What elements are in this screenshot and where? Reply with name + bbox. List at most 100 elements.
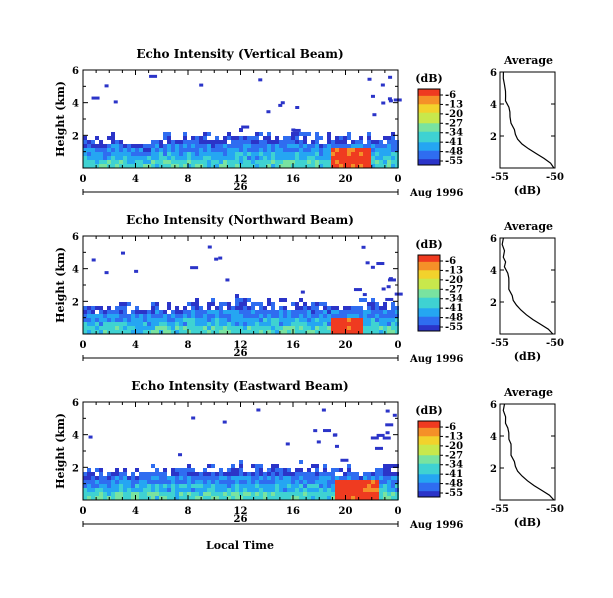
echo-cell [251,326,255,330]
echo-cell [283,140,287,144]
echo-cell [151,160,155,164]
echo-cell [187,310,191,314]
echo-cell [191,330,195,334]
echo-cell [283,496,287,500]
colorbar-segment [418,435,440,439]
echo-cell [115,476,119,480]
echo-cell [135,326,139,330]
y-tick-label: 4 [72,99,79,110]
echo-speck [385,297,394,301]
echo-cell [391,322,395,326]
echo-cell [303,306,307,310]
echo-cell [251,318,255,322]
colorbar-segment [418,280,440,283]
echo-cell [283,298,287,302]
y-tick-label: 4 [72,431,79,442]
echo-cell [295,302,299,306]
colorbar-segment [418,437,440,441]
echo-cell [219,472,223,476]
echo-cell [323,464,327,468]
echo-cell [179,472,183,476]
echo-cell [131,326,135,330]
echo-cell [267,298,271,302]
echo-cell [159,480,163,484]
echo-cell [247,160,251,164]
echo-cell [267,326,271,330]
echo-cell [123,148,127,152]
echo-cell [395,144,399,148]
echo-cell [203,152,207,156]
echo-cell [151,326,155,330]
echo-cell [295,476,299,480]
echo-cell [343,160,347,164]
echo-cell [375,164,379,168]
echo-cell [379,496,383,500]
x-tick-label: 16 [286,506,300,517]
echo-cell [351,488,355,492]
echo-cell [199,472,203,476]
echo-cell [291,492,295,496]
echo-cell [111,148,115,152]
echo-cell [183,326,187,330]
echo-cell [355,318,359,322]
echo-cell [243,472,247,476]
echo-cell [319,326,323,330]
echo-cell [87,330,91,334]
echo-cell [343,136,347,140]
colorbar-segment [418,135,440,139]
echo-cell [263,326,267,330]
echo-cell [363,492,367,496]
echo-cell [299,488,303,492]
echo-cell [255,302,259,306]
echo-cell [135,322,139,326]
echo-cell [287,152,291,156]
echo-cell [307,488,311,492]
echo-cell [127,314,131,318]
echo-cell [251,156,255,160]
echo-cell [371,322,375,326]
echo-speck [178,453,183,457]
echo-cell [87,472,91,476]
echo-cell [207,132,211,136]
echo-cell [127,492,131,496]
echo-cell [343,472,347,476]
echo-cell [355,484,359,488]
echo-cell [391,326,395,330]
echo-cell [155,330,159,334]
echo-cell [155,140,159,144]
echo-cell [367,326,371,330]
echo-cell [391,306,395,310]
echo-cell [171,322,175,326]
echo-cell [227,132,231,136]
echo-cell [323,472,327,476]
echo-cell [335,144,339,148]
echo-cell [391,156,395,160]
echo-cell [295,488,299,492]
echo-cell [331,480,335,484]
echo-cell [363,152,367,156]
echo-cell [207,302,211,306]
echo-speck [380,83,385,87]
echo-cell [99,314,103,318]
echo-cell [355,488,359,492]
echo-cell [87,322,91,326]
panel-title: Echo Intensity (Eastward Beam) [131,379,348,393]
echo-cell [315,488,319,492]
echo-cell [347,480,351,484]
echo-cell [319,318,323,322]
colorbar-tick-label: -48 [445,313,463,324]
echo-cell [379,310,383,314]
echo-cell [203,468,207,472]
echo-cell [295,496,299,500]
echo-cell [347,306,351,310]
echo-speck [332,433,337,437]
echo-speck [278,103,283,107]
echo-cell [355,152,359,156]
echo-cell [259,132,263,136]
echo-cell [135,144,139,148]
echo-cell [351,330,355,334]
echo-cell [179,152,183,156]
echo-cell [263,156,267,160]
echo-cell [139,476,143,480]
echo-cell [375,480,379,484]
